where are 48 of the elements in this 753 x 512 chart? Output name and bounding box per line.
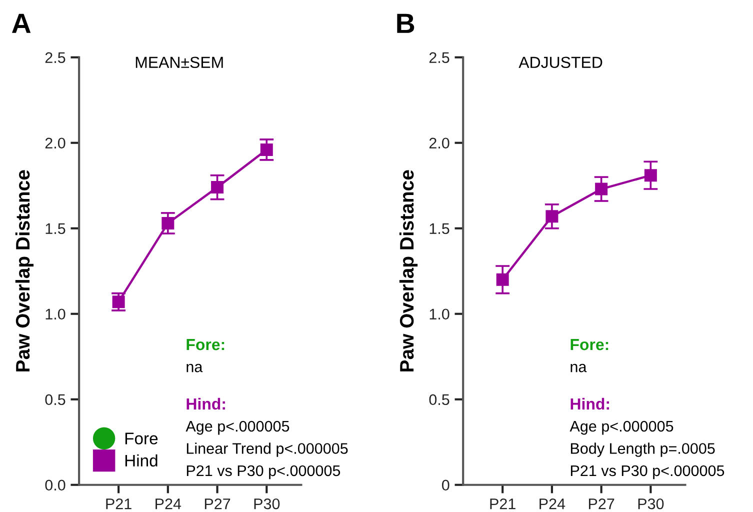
x-tick-label: P27	[204, 498, 230, 510]
annotation: Hind:	[186, 398, 225, 410]
x-tick-label: P21	[490, 498, 516, 510]
y-tick-label: 2.5	[429, 52, 450, 64]
y-tick-label: 1.5	[46, 223, 66, 234]
text: A	[12, 14, 31, 33]
annotation: na	[570, 364, 587, 372]
legend-label: Hind	[125, 454, 158, 467]
point	[260, 143, 273, 156]
x-tick-label: P21	[106, 498, 132, 510]
point	[211, 181, 224, 194]
y-axis-title: Paw Overlap Distance	[399, 170, 418, 372]
x-tick-label: P24	[156, 498, 182, 510]
annotation: Fore:	[570, 339, 608, 350]
y-tick-label: 0.5	[45, 394, 66, 406]
chart-title: ADJUSTED	[518, 56, 602, 68]
point	[162, 216, 174, 230]
annotation: Fore:	[186, 339, 224, 350]
annotation: Hind:	[570, 398, 609, 410]
annotation: Linear Trend p<.000005	[186, 442, 348, 457]
y-tick-label: 2.0	[45, 138, 66, 149]
y-tick-label: 2.5	[45, 52, 66, 64]
text: B	[397, 14, 414, 33]
legend-label: Fore	[125, 432, 158, 444]
y-tick-label: 1.0	[46, 308, 66, 320]
y-tick-label: 2.0	[429, 138, 450, 149]
point	[112, 296, 125, 308]
annotation: P21 vs P30 p<.000005	[570, 465, 724, 480]
x-tick-label: P30	[254, 498, 280, 510]
chart-title: MEAN±SEM	[136, 56, 223, 68]
annotation: Age p<.000005	[570, 420, 674, 435]
point	[496, 273, 509, 286]
annotation: Body Length p=.0005	[570, 442, 715, 457]
y-tick-label: 0.5	[429, 394, 450, 406]
x-tick-label: P30	[638, 498, 664, 510]
x-tick-label: P24	[540, 498, 566, 510]
y-tick-label: 0	[442, 480, 450, 491]
annotation: Age p<.000005	[186, 420, 290, 435]
y-tick-label: 1.0	[430, 308, 450, 320]
y-tick-label: 0.0	[45, 480, 66, 491]
annotation: P21 vs P30 p<.000005	[186, 465, 340, 480]
y-axis-title: Paw Overlap Distance	[15, 170, 34, 372]
y-tick-label: 1.5	[430, 223, 450, 234]
point	[644, 169, 657, 182]
annotation: na	[186, 364, 203, 372]
point	[546, 210, 558, 223]
x-tick-label: P27	[588, 498, 614, 510]
point	[595, 182, 608, 196]
